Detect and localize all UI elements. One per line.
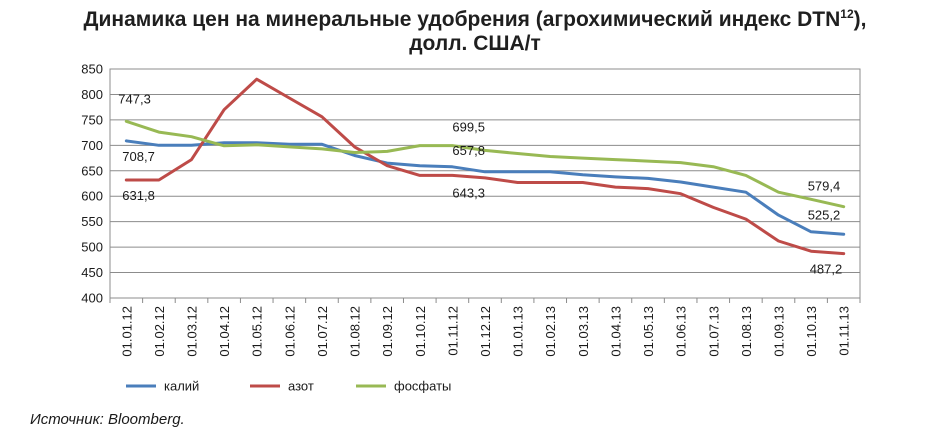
data-labels: 747,3 708,7 631,8 699,5 657,8 643,3 579,4 525,2… bbox=[118, 91, 842, 276]
data-label: 747,3 bbox=[118, 91, 151, 106]
data-label: 579,4 bbox=[808, 179, 841, 194]
data-label: 657,8 bbox=[452, 143, 485, 158]
x-tick-label: 01.02.12 bbox=[152, 306, 167, 357]
y-axis: 400 450 500 550 600 650 700 750 800 850 bbox=[81, 62, 103, 306]
x-tick-label: 01.01.13 bbox=[511, 306, 526, 357]
data-label: 699,5 bbox=[452, 120, 485, 135]
data-label: 631,8 bbox=[122, 188, 155, 203]
y-tick-label: 500 bbox=[81, 240, 103, 255]
y-tick-label: 850 bbox=[81, 62, 103, 77]
x-tick-label: 01.07.13 bbox=[706, 306, 721, 357]
legend-label: калий bbox=[164, 379, 199, 394]
x-tick-label: 01.11.13 bbox=[837, 306, 852, 356]
x-tick-label: 01.10.13 bbox=[804, 306, 819, 357]
y-tick-label: 600 bbox=[81, 189, 103, 204]
chart-title-text: Динамика цен на минеральные удобрения (а… bbox=[83, 8, 841, 31]
data-label: 487,2 bbox=[810, 262, 843, 277]
x-tick-label: 01.05.12 bbox=[250, 306, 265, 357]
legend-label: фосфаты bbox=[394, 379, 451, 394]
x-tick-label: 01.05.13 bbox=[641, 306, 656, 357]
x-tick-label: 01.07.12 bbox=[315, 306, 330, 357]
x-tick-label: 01.06.13 bbox=[674, 306, 689, 357]
plot-area-border bbox=[109, 68, 861, 299]
x-tick-label: 01.04.13 bbox=[608, 306, 623, 357]
x-tick-label: 01.09.13 bbox=[771, 306, 786, 357]
y-tick-label: 450 bbox=[81, 265, 103, 280]
chart-title-line-2: долл. США/т bbox=[409, 32, 541, 55]
series-line bbox=[124, 119, 846, 209]
legend-label: азот bbox=[288, 379, 314, 394]
x-tick-label: 01.10.12 bbox=[413, 306, 428, 357]
y-tick-label: 800 bbox=[81, 87, 103, 102]
data-label: 525,2 bbox=[808, 207, 841, 222]
x-tick-label: 01.04.12 bbox=[217, 306, 232, 357]
chart-title-line-1: Динамика цен на минеральные удобрения (а… bbox=[0, 2, 950, 32]
x-tick-label: 01.09.12 bbox=[380, 306, 395, 357]
data-label: 708,7 bbox=[122, 149, 155, 164]
x-tick-label: 01.01.12 bbox=[119, 306, 134, 357]
x-tick-label: 01.08.13 bbox=[739, 306, 754, 357]
x-tick-label: 01.12.12 bbox=[478, 306, 493, 357]
x-tick-label: 01.06.12 bbox=[282, 306, 297, 357]
source-note: Источник: Bloomberg. bbox=[30, 411, 185, 428]
y-tick-label: 700 bbox=[81, 138, 103, 153]
y-tick-label: 400 bbox=[81, 291, 103, 306]
data-label: 643,3 bbox=[452, 185, 485, 200]
y-tick-label: 550 bbox=[81, 214, 103, 229]
x-tick-label: 01.02.13 bbox=[543, 306, 558, 357]
x-axis: 01.01.12 01.02.12 01.03.12 01.04.12 01.05.12… bbox=[109, 298, 861, 357]
series-lines bbox=[124, 77, 846, 256]
gridlines bbox=[109, 68, 861, 299]
chart-title: Динамика цен на минеральные удобрения (а… bbox=[0, 2, 950, 56]
chart-title-end: ), bbox=[853, 8, 867, 31]
series-line bbox=[124, 77, 846, 256]
y-tick-label: 650 bbox=[81, 163, 103, 178]
legend: калий азот фосфаты bbox=[126, 379, 451, 394]
chart-title-superscript: 12 bbox=[840, 7, 854, 21]
x-tick-label: 01.03.13 bbox=[576, 306, 591, 357]
x-tick-label: 01.11.12 bbox=[445, 306, 460, 356]
x-tick-label: 01.03.12 bbox=[185, 306, 200, 357]
y-tick-label: 750 bbox=[81, 112, 103, 127]
x-tick-label: 01.08.12 bbox=[348, 306, 363, 357]
series-line bbox=[124, 139, 846, 236]
